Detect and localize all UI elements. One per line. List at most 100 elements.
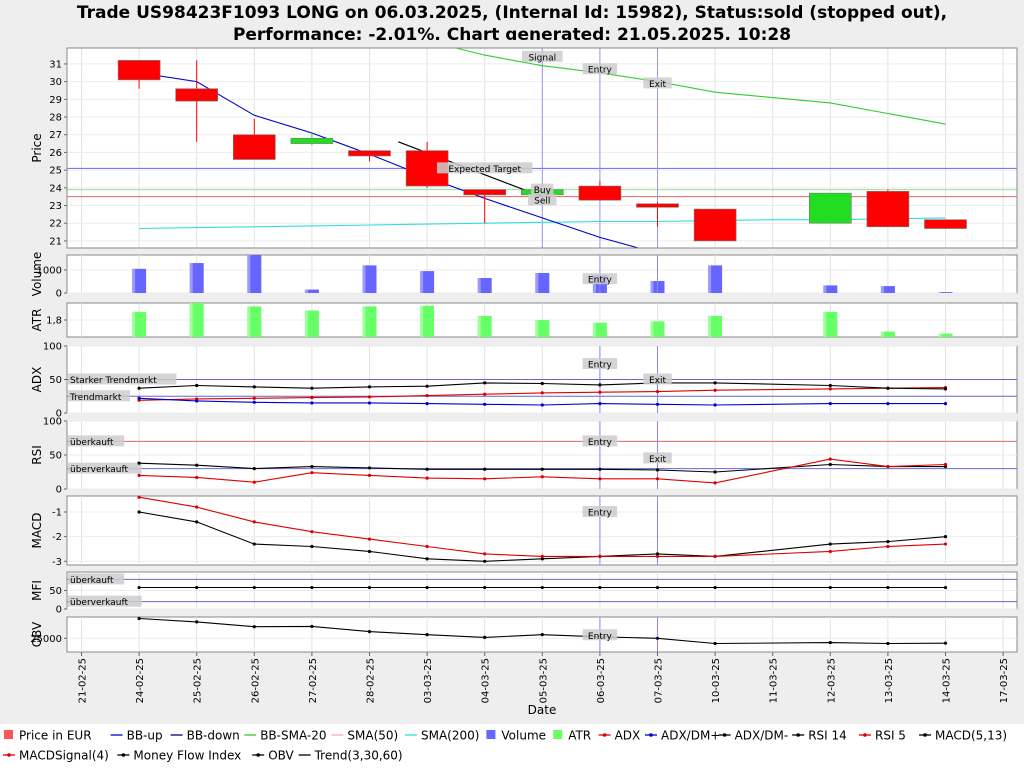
adx-series-adx-dm--point [713, 381, 717, 385]
obv-series-obv-point [310, 624, 314, 629]
price-clip [67, 248, 1017, 254]
atr-bar [650, 321, 665, 337]
legend-item-rsi-5[interactable]: RSI 5 [859, 729, 906, 743]
adx-series-adx-dm--point [483, 402, 487, 406]
price-plot-border [66, 47, 1018, 249]
legend-item-price-in-eur[interactable]: Price in EUR [4, 729, 92, 743]
legend-label: Volume [501, 729, 546, 743]
adx-y-label: ADX [30, 367, 44, 393]
atr-bar [938, 333, 953, 337]
candle-body [693, 208, 737, 242]
macd-series-macdsignal-4--point [425, 544, 429, 549]
rsi-threshold-label-box [68, 462, 142, 474]
legend-item-trend-3-30-60-[interactable]: Trend(3,30,60) [298, 749, 403, 763]
price-annotation-box [643, 77, 672, 89]
obv-series-obv-point [483, 635, 487, 639]
rsi-series-rsi-14-point [252, 467, 256, 471]
legend-item-adx-dm-[interactable]: ADX/DM+ [645, 729, 720, 743]
legend-item-rsi-14[interactable]: RSI 14 [792, 729, 847, 743]
legend-label: MACD(5,13) [935, 729, 1007, 743]
rsi-series-rsi-14-point [367, 466, 372, 470]
mfi-series-money-flow-index-point [886, 585, 890, 590]
atr-bar-shine [477, 315, 481, 337]
adx-series-adx-point [367, 395, 372, 399]
adx-series-adx-dm--point [252, 385, 256, 389]
legend-swatch-dot [602, 733, 607, 737]
mfi-series-money-flow-index-point [828, 585, 832, 590]
volume-bar-shine [189, 263, 193, 293]
volume-bar-shine [823, 285, 827, 293]
macd-series-macdsignal-4--point [540, 554, 544, 558]
macd-series-macdsignal-4--point [655, 554, 660, 558]
mfi-y-tick-label: 0 [56, 605, 62, 616]
mfi-series-money-flow-index-point [137, 585, 141, 590]
x-tick-label: 07-03-25 [654, 658, 665, 703]
legend-item-bb-up[interactable]: BB-up [110, 729, 163, 743]
volume-bar-shine [477, 278, 481, 293]
rsi-series-rsi-5-point [655, 477, 660, 481]
adx-annotation-entry: Entry [588, 361, 613, 371]
legend-swatch-dot [7, 753, 11, 757]
price-y-tick-label: 31 [49, 59, 62, 70]
x-tick-label: 13-03-25 [884, 658, 895, 703]
volume-bar [189, 263, 204, 293]
atr-bar [708, 315, 723, 337]
rsi-series-rsi-14-point [483, 467, 487, 471]
price-annotation-expected-target: Expected Target [448, 165, 521, 175]
legend-item-atr[interactable]: ATR [553, 729, 591, 743]
legend-item-money-flow-index[interactable]: Money Flow Index [117, 749, 241, 763]
mfi-series-money-flow-index-point [195, 585, 199, 590]
obv-series-obv-point [828, 640, 832, 645]
rsi-series-rsi-5-point [252, 480, 256, 484]
candle-body [924, 219, 967, 229]
mfi-series-money-flow-index-point [425, 585, 429, 590]
legend-item-obv[interactable]: OBV [252, 749, 295, 763]
x-tick-label: 12-03-25 [826, 658, 837, 703]
adx-series-adx-dm--point [310, 401, 314, 405]
legend-item-volume[interactable]: Volume [486, 729, 546, 743]
adx-series-adx-point [713, 388, 717, 392]
adx-series-adx-dm--point [540, 403, 544, 407]
adx-series-adx-point [425, 393, 429, 398]
price-y-tick-label: 30 [49, 77, 62, 88]
legend-swatch [553, 730, 563, 739]
adx-series-adx-dm--point [483, 381, 487, 385]
price-annotation-box [531, 183, 554, 195]
mfi-series-money-flow-index-point [483, 585, 487, 590]
adx-series-adx-dm--point [137, 396, 141, 400]
legend-item-sma-200-[interactable]: SMA(200) [405, 729, 479, 743]
legend-label: RSI 5 [875, 729, 906, 743]
obv-series-obv-point [252, 625, 256, 629]
rsi-series-rsi-5-point [310, 471, 314, 475]
volume-bar [938, 292, 953, 293]
atr-bar-shine [880, 331, 884, 337]
atr-bar-shine [592, 322, 596, 337]
adx-threshold-label: Trendmarkt [69, 393, 122, 403]
candle-body [348, 150, 391, 157]
rsi-series-rsi-5-point [195, 475, 199, 480]
legend-item-sma-50-[interactable]: SMA(50) [331, 729, 398, 743]
legend-item-macdsignal-4-[interactable]: MACDSignal(4) [3, 749, 109, 763]
macd-series-macdsignal-4--point [367, 537, 372, 541]
adx-series-adx-dm--point [713, 403, 717, 407]
macd-series-macd-5-13--point [137, 510, 141, 514]
legend-item-adx-dm-[interactable]: ADX/DM- [718, 729, 789, 743]
x-axis-label: Date [528, 703, 557, 717]
legend-item-bb-down[interactable]: BB-down [170, 729, 240, 743]
legend-item-adx[interactable]: ADX [598, 729, 641, 743]
legend-label: Money Flow Index [133, 749, 241, 763]
rsi-y-tick-label: 0 [56, 485, 62, 496]
legend[interactable]: Price in EUR BB-up BB-down BB-SMA-20 SMA(50)… [0, 724, 1024, 768]
price-annotation-box [528, 194, 557, 206]
legend-label: BB-down [187, 729, 240, 743]
atr-bar-shine [535, 320, 539, 337]
volume-bar [535, 272, 550, 293]
price-y-tick-label: 29 [49, 95, 62, 106]
rsi-annotation-box [582, 435, 618, 447]
legend-item-macd-5-13-[interactable]: MACD(5,13) [919, 729, 1007, 743]
candle-body [117, 60, 161, 81]
atr-bar-shine [132, 311, 136, 337]
legend-label: OBV [268, 749, 294, 763]
legend-item-bb-sma-20[interactable]: BB-SMA-20 [244, 729, 327, 743]
price-annotation-sell: Sell [534, 197, 550, 207]
